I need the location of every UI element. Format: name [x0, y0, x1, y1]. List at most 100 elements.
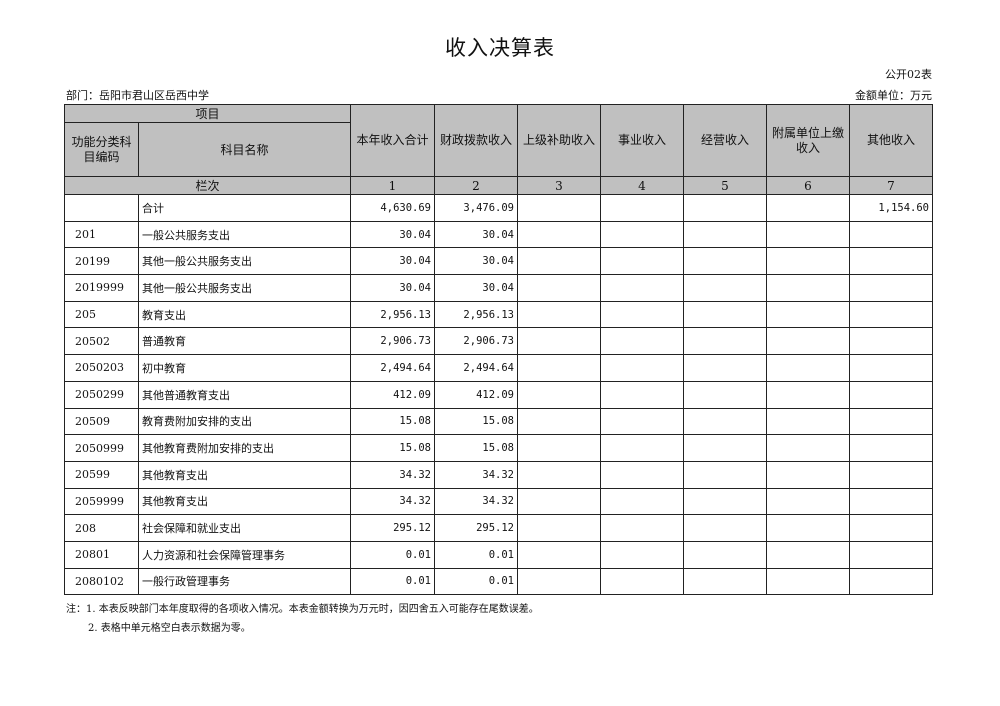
row-code: 201: [64, 220, 139, 249]
table-row: 20599 其他教育支出 34.32 34.32: [64, 460, 933, 489]
row-value: [849, 540, 933, 569]
row-value: [600, 540, 684, 569]
row-value: [766, 567, 850, 596]
row-value: 0.01: [434, 567, 518, 596]
row-code: 20199: [64, 247, 139, 276]
row-value: [849, 460, 933, 489]
row-value: [766, 514, 850, 542]
row-name: 其他教育支出: [138, 487, 351, 516]
table-row: 合计 4,630.69 3,476.09 1,154.60: [64, 194, 933, 222]
row-value: [600, 327, 684, 356]
row-value: 2,956.13: [434, 300, 518, 329]
row-value: 30.04: [434, 220, 518, 249]
row-name: 普通教育: [138, 327, 351, 356]
row-code: 2059999: [64, 487, 139, 516]
header-col-7: 其他收入: [849, 104, 933, 177]
header-col-4: 事业收入: [600, 104, 684, 177]
row-value: [766, 460, 850, 489]
row-value: [517, 354, 601, 382]
row-value: [683, 487, 767, 516]
row-value: [517, 300, 601, 329]
row-value: [517, 514, 601, 542]
row-code: 20801: [64, 540, 139, 569]
row-name: 其他普通教育支出: [138, 380, 351, 409]
row-value: [766, 274, 850, 302]
row-value: [600, 247, 684, 276]
row-value: [600, 514, 684, 542]
row-value: 2,956.13: [350, 300, 435, 329]
row-value: [849, 514, 933, 542]
row-value: [766, 327, 850, 356]
page-title: 收入决算表: [445, 36, 555, 60]
row-value: 2,494.64: [434, 354, 518, 382]
row-value: 2,906.73: [434, 327, 518, 356]
row-value: [600, 274, 684, 302]
row-value: 412.09: [434, 380, 518, 409]
row-value: [849, 380, 933, 409]
row-value: [766, 220, 850, 249]
row-value: [517, 274, 601, 302]
row-value: [600, 300, 684, 329]
row-value: 30.04: [350, 274, 435, 302]
row-value: [766, 540, 850, 569]
row-value: [849, 274, 933, 302]
row-value: [683, 514, 767, 542]
row-value: [517, 220, 601, 249]
header-col-6: 附属单位上缴收入: [766, 104, 850, 177]
row-value: [683, 274, 767, 302]
note-2: 2. 表格中单元格空白表示数据为零。: [88, 623, 251, 634]
col-number: 1: [350, 176, 435, 195]
row-value: [517, 540, 601, 569]
row-value: [517, 487, 601, 516]
department-label: 部门：岳阳市君山区岳西中学: [66, 89, 209, 102]
row-value: 15.08: [434, 434, 518, 462]
row-value: [683, 460, 767, 489]
row-value: [849, 434, 933, 462]
row-code: 20502: [64, 327, 139, 356]
row-value: 0.01: [350, 567, 435, 596]
table-row: 205 教育支出 2,956.13 2,956.13: [64, 300, 933, 329]
row-value: 3,476.09: [434, 194, 518, 222]
row-value: [683, 540, 767, 569]
row-value: [683, 567, 767, 596]
row-value: [683, 300, 767, 329]
row-code: 2019999: [64, 274, 139, 302]
row-value: [600, 487, 684, 516]
row-value: [683, 354, 767, 382]
income-table: 项目 本年收入合计 财政拨款收入 上级补助收入 事业收入 经营收入 附属单位上缴…: [64, 104, 933, 596]
table-row: 20801 人力资源和社会保障管理事务 0.01 0.01: [64, 540, 933, 569]
table-row: 208 社会保障和就业支出 295.12 295.12: [64, 514, 933, 542]
row-code: 2050299: [64, 380, 139, 409]
table-row: 20509 教育费附加安排的支出 15.08 15.08: [64, 407, 933, 436]
row-value: 15.08: [350, 434, 435, 462]
row-value: [766, 354, 850, 382]
col-number: 4: [600, 176, 684, 195]
row-name: 其他教育支出: [138, 460, 351, 489]
col-number: 5: [683, 176, 767, 195]
row-value: 30.04: [434, 274, 518, 302]
row-value: [600, 380, 684, 409]
row-name: 人力资源和社会保障管理事务: [138, 540, 351, 569]
header-name: 科目名称: [138, 122, 351, 177]
row-value: [517, 194, 601, 222]
header-code: 功能分类科目编码: [64, 122, 139, 177]
row-code: 2050203: [64, 354, 139, 382]
row-value: [683, 407, 767, 436]
row-value: [683, 220, 767, 249]
row-value: [600, 407, 684, 436]
row-value: 34.32: [350, 487, 435, 516]
row-value: [600, 194, 684, 222]
col-number: 3: [517, 176, 601, 195]
row-name: 合计: [138, 194, 351, 222]
row-value: [600, 220, 684, 249]
row-value: [517, 567, 601, 596]
table-row: 20502 普通教育 2,906.73 2,906.73: [64, 327, 933, 356]
row-value: [766, 300, 850, 329]
row-code: 208: [64, 514, 139, 542]
row-value: [849, 354, 933, 382]
row-value: [766, 194, 850, 222]
row-value: 412.09: [350, 380, 435, 409]
header-lanci: 栏次: [64, 176, 351, 195]
row-value: 0.01: [350, 540, 435, 569]
table-row: 2080102 一般行政管理事务 0.01 0.01: [64, 567, 933, 596]
